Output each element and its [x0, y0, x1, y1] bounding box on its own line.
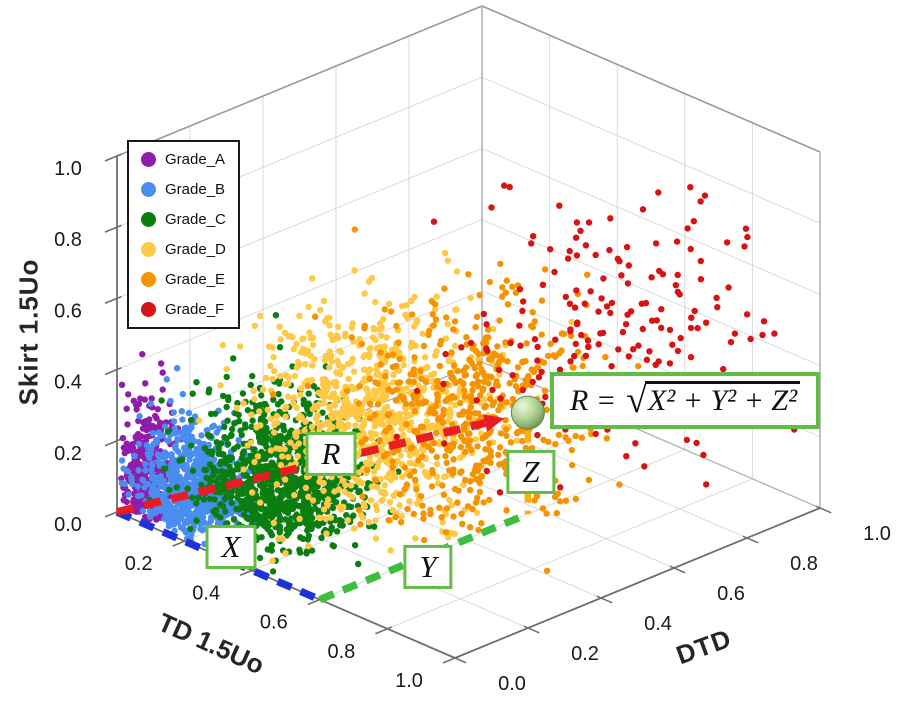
x-tick-label: 0.4 — [192, 582, 220, 604]
y-tick-label: 0.4 — [644, 613, 672, 635]
sqrt-symbol: √ — [626, 379, 647, 421]
x-tick-label: 0.6 — [260, 612, 288, 634]
legend-item: Grade_B — [141, 181, 226, 198]
z-tick-label: 0.6 — [54, 300, 82, 322]
legend-item: Grade_D — [141, 241, 226, 258]
legend-label: Grade_C — [165, 211, 226, 228]
x-tick-label: 0.2 — [125, 553, 153, 575]
z-tick-label: 0.0 — [54, 514, 82, 536]
legend-label: Grade_E — [165, 271, 226, 288]
y-tick-label: 1.0 — [863, 523, 891, 545]
legend-label: Grade_A — [165, 151, 226, 168]
tick-labels: 0.2 0.4 0.6 0.8 1.0 0.0 0.2 0.4 0.6 0.8 1.0 0.0 0.2 0… — [54, 158, 891, 695]
vector-r-arrowhead — [482, 414, 505, 432]
legend-swatch — [141, 182, 156, 197]
vector-point-sphere — [510, 395, 545, 430]
label-r-box: R — [305, 431, 357, 477]
legend-item: Grade_E — [141, 271, 226, 288]
legend-swatch — [141, 152, 156, 167]
y-tick-label: 0.0 — [498, 673, 526, 695]
formula-box: R = √ X² + Y² + Z² — [550, 372, 821, 429]
vector-r-arrow-line — [116, 419, 487, 516]
formula-radicand: X² + Y² + Z² — [644, 381, 801, 418]
legend-label: Grade_D — [165, 241, 226, 258]
legend-item: Grade_C — [141, 211, 226, 228]
legend-item: Grade_F — [141, 301, 226, 318]
y-axis-line — [454, 507, 821, 659]
z-tick-label: 0.2 — [54, 443, 82, 465]
tick-marks — [104, 153, 832, 664]
legend-label: Grade_F — [165, 301, 225, 318]
legend: Grade_A Grade_B Grade_C Grade_D Grade_E … — [127, 140, 240, 329]
legend-item: Grade_A — [141, 151, 226, 168]
y-tick-label: 0.8 — [790, 553, 818, 575]
z-tick-label: 0.4 — [54, 372, 82, 394]
z-axis-title: Skirt 1.5Uo — [13, 258, 44, 406]
y-tick-label: 0.6 — [717, 583, 745, 605]
label-y-box: Y — [403, 544, 453, 590]
x-tick-label: 1.0 — [395, 670, 423, 692]
z-tick-label: 1.0 — [54, 158, 82, 180]
legend-swatch — [141, 242, 156, 257]
x-tick-label: 0.8 — [327, 641, 355, 663]
legend-label: Grade_B — [165, 181, 226, 198]
legend-swatch — [141, 212, 156, 227]
label-x-box: X — [205, 524, 257, 570]
label-z-box: Z — [506, 449, 556, 495]
series-points-grade_f — [393, 182, 798, 496]
legend-swatch — [141, 302, 156, 317]
y-tick-label: 0.2 — [571, 643, 599, 665]
legend-swatch — [141, 272, 156, 287]
formula-lhs: R = — [570, 384, 617, 417]
z-tick-label: 0.8 — [54, 229, 82, 251]
